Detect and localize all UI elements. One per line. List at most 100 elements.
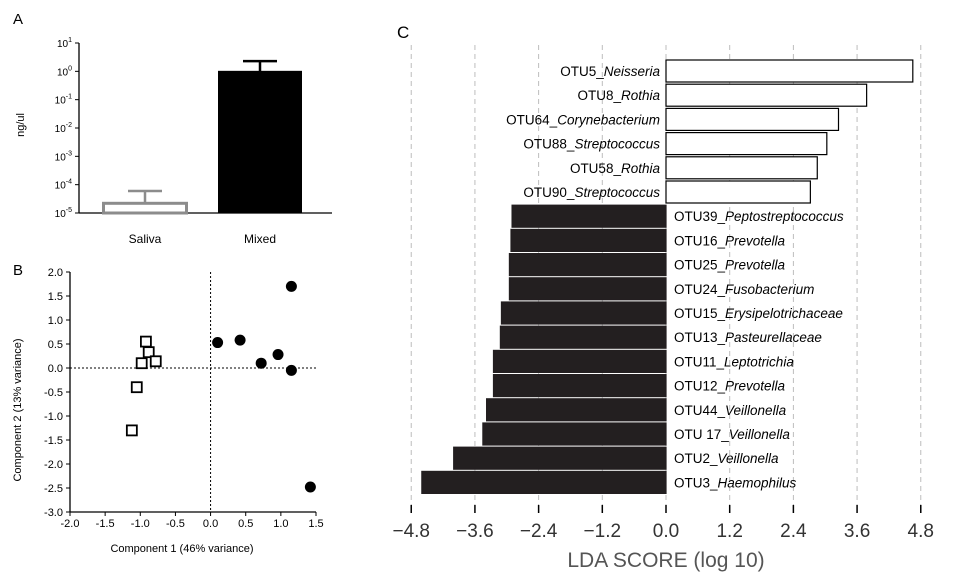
panel-c-x-ticks: −4.8 −3.6 −2.4 −1.2 0.0 1.2 2.4 3.6 4.8 bbox=[392, 505, 934, 542]
panel-a-category-labels: Saliva Mixed bbox=[129, 232, 276, 246]
panel-c-bar bbox=[665, 132, 828, 156]
panel-c-bar-label: OTU13_Pasteurellaceae bbox=[674, 330, 822, 345]
panel-b-x-tick-label: -1.0 bbox=[131, 518, 150, 530]
panel-c-bar-label: OTU88_Streptococcus bbox=[523, 137, 660, 152]
panel-a-y-tick-label: 101 bbox=[57, 37, 72, 50]
panel-b-point-circle bbox=[255, 357, 267, 369]
panel-c-bar bbox=[508, 253, 667, 277]
panel-b-y-tick-label: 1.5 bbox=[48, 291, 63, 303]
panel-b-x-axis-label: Component 1 (46% variance) bbox=[110, 543, 253, 555]
panel-c-x-tick-label: −3.6 bbox=[456, 521, 494, 542]
panel-c-bar bbox=[453, 446, 667, 470]
panel-a-category-label: Mixed bbox=[244, 232, 276, 246]
panel-a-y-tick-label: 10-4 bbox=[55, 179, 72, 192]
panel-c-bar bbox=[665, 59, 914, 83]
panel-c-bar-label: OTU8_Rothia bbox=[577, 88, 660, 103]
panel-c-x-tick-label: 3.6 bbox=[844, 521, 870, 542]
panel-c-bar-label: OTU2_Veillonella bbox=[674, 451, 779, 466]
panel-b: B Component 2 (13% variance) Component 1… bbox=[12, 262, 324, 555]
panel-b-y-tick-label: 0.0 bbox=[48, 363, 63, 375]
panel-b-y-tick-label: 0.5 bbox=[48, 339, 63, 351]
panel-b-y-tick-label: 2.0 bbox=[48, 267, 63, 279]
panel-b-point-circle bbox=[272, 349, 284, 361]
panel-c-x-axis-label: LDA SCORE (log 10) bbox=[567, 549, 764, 572]
panel-c-x-tick-label: −1.2 bbox=[584, 521, 622, 542]
panel-b-y-tick-label: -2.0 bbox=[44, 459, 63, 471]
panel-b-point-circle bbox=[285, 364, 297, 376]
panel-b-point-square bbox=[135, 357, 148, 370]
panel-c-bar bbox=[499, 325, 667, 349]
panel-b-x-tick-label: 1.5 bbox=[308, 518, 323, 530]
panel-b-point-square bbox=[142, 346, 155, 359]
panel-c-bar-label: OTU58_Rothia bbox=[570, 161, 661, 176]
panel-b-y-tick-label: -2.5 bbox=[44, 483, 63, 495]
panel-a-y-tick-label: 10-2 bbox=[55, 122, 72, 135]
panel-c-bar-label: OTU44_Veillonella bbox=[674, 403, 787, 418]
panel-b-y-tick-label: -3.0 bbox=[44, 507, 63, 519]
panel-a-y-tick-label: 100 bbox=[57, 65, 72, 78]
panel-c-x-tick-label: 2.4 bbox=[780, 521, 807, 542]
panel-c-bar-label: OTU25_Prevotella bbox=[674, 258, 786, 273]
panel-c-bar-label: OTU24_Fusobacterium bbox=[674, 282, 814, 297]
panel-b-point-circle bbox=[304, 481, 316, 493]
panel-c-bar-label: OTU5_Neisseria bbox=[560, 64, 660, 79]
panel-b-x-tick-label: -0.5 bbox=[166, 518, 185, 530]
panel-c-bar bbox=[492, 374, 667, 398]
panel-c-bar bbox=[665, 83, 868, 107]
panel-a-bar bbox=[218, 70, 302, 214]
panel-b-x-tick-label: -1.5 bbox=[96, 518, 115, 530]
panel-c-bar bbox=[421, 470, 667, 494]
panel-b-y-axis-label: Component 2 (13% variance) bbox=[12, 338, 24, 481]
panel-b-x-tick-label: 0.0 bbox=[203, 518, 218, 530]
panel-c-x-tick-label: 1.2 bbox=[716, 521, 742, 542]
panel-b-point-square bbox=[140, 335, 152, 348]
panel-b-x-tick-label: -2.0 bbox=[61, 518, 80, 530]
panel-c-bar-label: OTU64_Corynebacterium bbox=[506, 112, 660, 127]
panel-c-bar-label: OTU11_Leptotrichia bbox=[674, 354, 794, 369]
panel-c-x-tick-label: −2.4 bbox=[520, 521, 558, 542]
panel-c-bar bbox=[665, 107, 840, 132]
panel-b-y-tick-label: 1.0 bbox=[48, 315, 63, 327]
panel-c-label: C bbox=[397, 23, 409, 42]
panel-a-bar bbox=[102, 201, 188, 215]
panel-a-y-tick-label: 10-1 bbox=[55, 94, 72, 107]
panel-c-x-tick-label: 0.0 bbox=[653, 521, 679, 542]
panel-c-bar bbox=[486, 398, 667, 422]
panel-c-bar bbox=[508, 277, 667, 301]
panel-b-y-tick-label: -1.0 bbox=[44, 411, 63, 423]
panel-a-y-tick-label: 10-3 bbox=[55, 150, 72, 163]
panel-c-bar bbox=[492, 349, 667, 373]
panel-c-bar bbox=[665, 156, 818, 180]
panel-a-bars bbox=[102, 59, 302, 215]
panel-c-bar bbox=[511, 204, 667, 228]
panel-b-point-circle bbox=[212, 337, 224, 349]
panel-c-bars: OTU5_Neisseria OTU8_Rothia OTU64_Corynebac… bbox=[421, 59, 914, 494]
panel-c-bar-label: OTU3_Haemophilus bbox=[674, 475, 797, 490]
panel-b-point-square bbox=[130, 381, 143, 394]
panel-b-point-square bbox=[125, 424, 138, 437]
panel-c: C OTU5_Neisseria OTU8_Rothia OTU64_Coryneb… bbox=[392, 23, 934, 572]
panel-b-y-tick-label: -1.5 bbox=[44, 435, 63, 447]
panel-c-bar-label: OTU16_Prevotella bbox=[674, 233, 786, 248]
panel-c-bar-label: OTU39_Peptostreptococcus bbox=[674, 209, 844, 224]
panel-c-bar-label: OTU 17_Veillonella bbox=[674, 427, 790, 442]
panel-b-x-tick-label: 1.0 bbox=[273, 518, 288, 530]
panel-b-label: B bbox=[13, 262, 23, 279]
panel-c-bar bbox=[482, 422, 667, 446]
panel-b-point-circle bbox=[285, 280, 297, 292]
panel-c-bar bbox=[510, 228, 667, 252]
panel-a-category-label: Saliva bbox=[129, 232, 162, 246]
panel-c-bar-label: OTU15_Erysipelotrichaceae bbox=[674, 306, 843, 321]
panel-b-x-tick-label: 0.5 bbox=[238, 518, 253, 530]
panel-a-y-tick-label: 10-5 bbox=[55, 207, 72, 220]
panel-a-label: A bbox=[13, 11, 23, 28]
panel-c-x-tick-label: −4.8 bbox=[392, 521, 430, 542]
panel-b-y-tick-label: -0.5 bbox=[44, 387, 63, 399]
panel-a-y-axis-label: ng/ul bbox=[15, 113, 27, 137]
panel-a: A ng/ul 101 100 10-1 10-2 10-3 10-4 10-5 Saliv… bbox=[13, 11, 332, 246]
panel-c-bar bbox=[665, 180, 811, 204]
panel-c-bar-label: OTU90_Streptococcus bbox=[523, 185, 660, 200]
panel-c-bar bbox=[500, 301, 667, 325]
panel-b-point-circle bbox=[234, 334, 246, 346]
